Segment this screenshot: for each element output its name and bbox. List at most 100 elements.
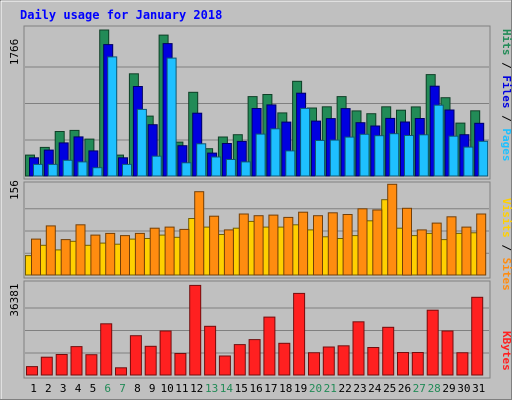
bar-pages-day-5 [92, 167, 103, 177]
bar-sites-day-5 [90, 234, 101, 276]
day-tick-label: 5 [90, 382, 97, 395]
day-tick-label: 3 [60, 382, 67, 395]
legend-visits: Visits [500, 198, 512, 238]
day-tick-label: 23 [353, 382, 366, 395]
bar-pages-day-16 [255, 133, 266, 177]
bar-kbytes-day-7 [115, 367, 127, 376]
bar-sites-day-2 [45, 225, 56, 276]
bar-pages-day-11 [181, 162, 192, 177]
legend-hits: Hits [500, 29, 512, 56]
bar-pages-day-18 [285, 150, 296, 177]
bar-sites-day-22 [342, 214, 353, 276]
day-tick-label: 19 [294, 382, 307, 395]
bar-pages-day-15 [240, 161, 251, 177]
bar-pages-day-23 [359, 133, 370, 177]
day-tick-label: 10 [160, 382, 173, 395]
day-tick-label: 22 [338, 382, 351, 395]
bar-sites-day-24 [372, 209, 383, 276]
bar-pages-day-21 [329, 139, 340, 177]
bar-kbytes-day-13 [204, 325, 217, 376]
bar-pages-day-31 [478, 140, 489, 177]
bar-kbytes-day-9 [144, 345, 157, 376]
bar-kbytes-day-21 [322, 346, 335, 376]
day-tick-label: 20 [309, 382, 322, 395]
bar-pages-day-14 [225, 159, 236, 177]
bar-pages-day-29 [448, 135, 459, 177]
day-tick-label: 9 [149, 382, 156, 395]
bar-pages-day-8 [136, 108, 147, 177]
bar-pages-day-7 [122, 163, 132, 177]
bar-sites-day-30 [461, 226, 472, 276]
bar-sites-day-4 [75, 224, 86, 276]
bar-kbytes-day-26 [397, 352, 409, 376]
bar-kbytes-day-5 [85, 354, 98, 376]
bar-sites-day-29 [446, 216, 457, 276]
bar-pages-day-19 [300, 107, 311, 177]
visits-panel-legend: Visits / Sites [500, 198, 512, 291]
bar-sites-day-27 [416, 229, 427, 276]
day-tick-label: 21 [324, 382, 337, 395]
bar-kbytes-day-23 [352, 321, 365, 376]
bar-kbytes-day-31 [471, 296, 484, 376]
bar-pages-day-22 [344, 136, 355, 177]
bar-pages-day-10 [166, 57, 177, 177]
hits-ymax-label: 1766 [8, 39, 21, 66]
bar-sites-day-25 [387, 183, 398, 276]
bar-kbytes-day-11 [174, 353, 187, 376]
bar-sites-day-15 [238, 213, 249, 276]
day-tick-label: 30 [457, 382, 470, 395]
bar-sites-day-26 [402, 207, 412, 276]
bar-pages-day-25 [389, 133, 400, 177]
bar-kbytes-day-22 [337, 345, 350, 376]
bar-kbytes-day-20 [308, 352, 320, 376]
kbytes-panel-legend: KBytes [500, 331, 512, 371]
day-tick-label: 13 [205, 382, 218, 395]
bar-pages-day-30 [463, 146, 474, 177]
bar-sites-day-20 [313, 215, 323, 276]
day-tick-label: 7 [119, 382, 126, 395]
day-tick-label: 26 [398, 382, 411, 395]
hits-panel-legend: Hits / Files / Pages [500, 29, 512, 162]
bar-sites-day-28 [431, 222, 442, 276]
legend-pages: Pages [500, 128, 512, 161]
bar-sites-day-14 [223, 229, 234, 276]
day-tick-label: 4 [75, 382, 82, 395]
day-tick-label: 24 [368, 382, 382, 395]
bar-kbytes-day-28 [426, 309, 439, 376]
bar-pages-day-9 [151, 155, 162, 177]
bar-sites-day-6 [105, 232, 116, 276]
day-tick-label: 14 [220, 382, 234, 395]
bar-pages-day-13 [211, 156, 222, 177]
bar-sites-day-7 [120, 235, 130, 276]
bar-kbytes-day-30 [456, 352, 469, 376]
legend-files: Files [500, 75, 512, 108]
bar-kbytes-day-6 [100, 323, 113, 376]
bar-sites-day-9 [149, 227, 160, 276]
bar-sites-day-21 [327, 212, 338, 276]
bar-pages-day-20 [315, 140, 325, 177]
bar-kbytes-day-3 [55, 354, 68, 376]
legend-sites: Sites [500, 258, 512, 291]
day-tick-label: 25 [383, 382, 396, 395]
day-tick-label: 28 [428, 382, 441, 395]
kbytes-ymax-label: 36381 [8, 283, 21, 316]
bar-pages-day-27 [418, 134, 429, 177]
bar-kbytes-day-8 [129, 335, 142, 376]
day-tick-label: 16 [249, 382, 262, 395]
bar-pages-day-24 [374, 135, 385, 177]
bar-sites-day-18 [283, 216, 294, 276]
bar-sites-day-12 [194, 191, 205, 276]
bar-sites-day-16 [253, 215, 264, 276]
day-tick-label: 27 [413, 382, 426, 395]
bar-pages-day-28 [433, 104, 444, 177]
bar-kbytes-day-29 [441, 330, 454, 376]
bar-sites-day-10 [164, 226, 175, 276]
bar-kbytes-day-25 [382, 326, 395, 376]
chart-title: Daily usage for January 2018 [20, 8, 222, 22]
bar-kbytes-day-10 [159, 330, 172, 376]
bar-pages-day-17 [270, 128, 281, 177]
bar-kbytes-day-1 [26, 366, 38, 376]
bar-sites-day-8 [134, 232, 145, 276]
bar-kbytes-day-2 [40, 356, 53, 376]
